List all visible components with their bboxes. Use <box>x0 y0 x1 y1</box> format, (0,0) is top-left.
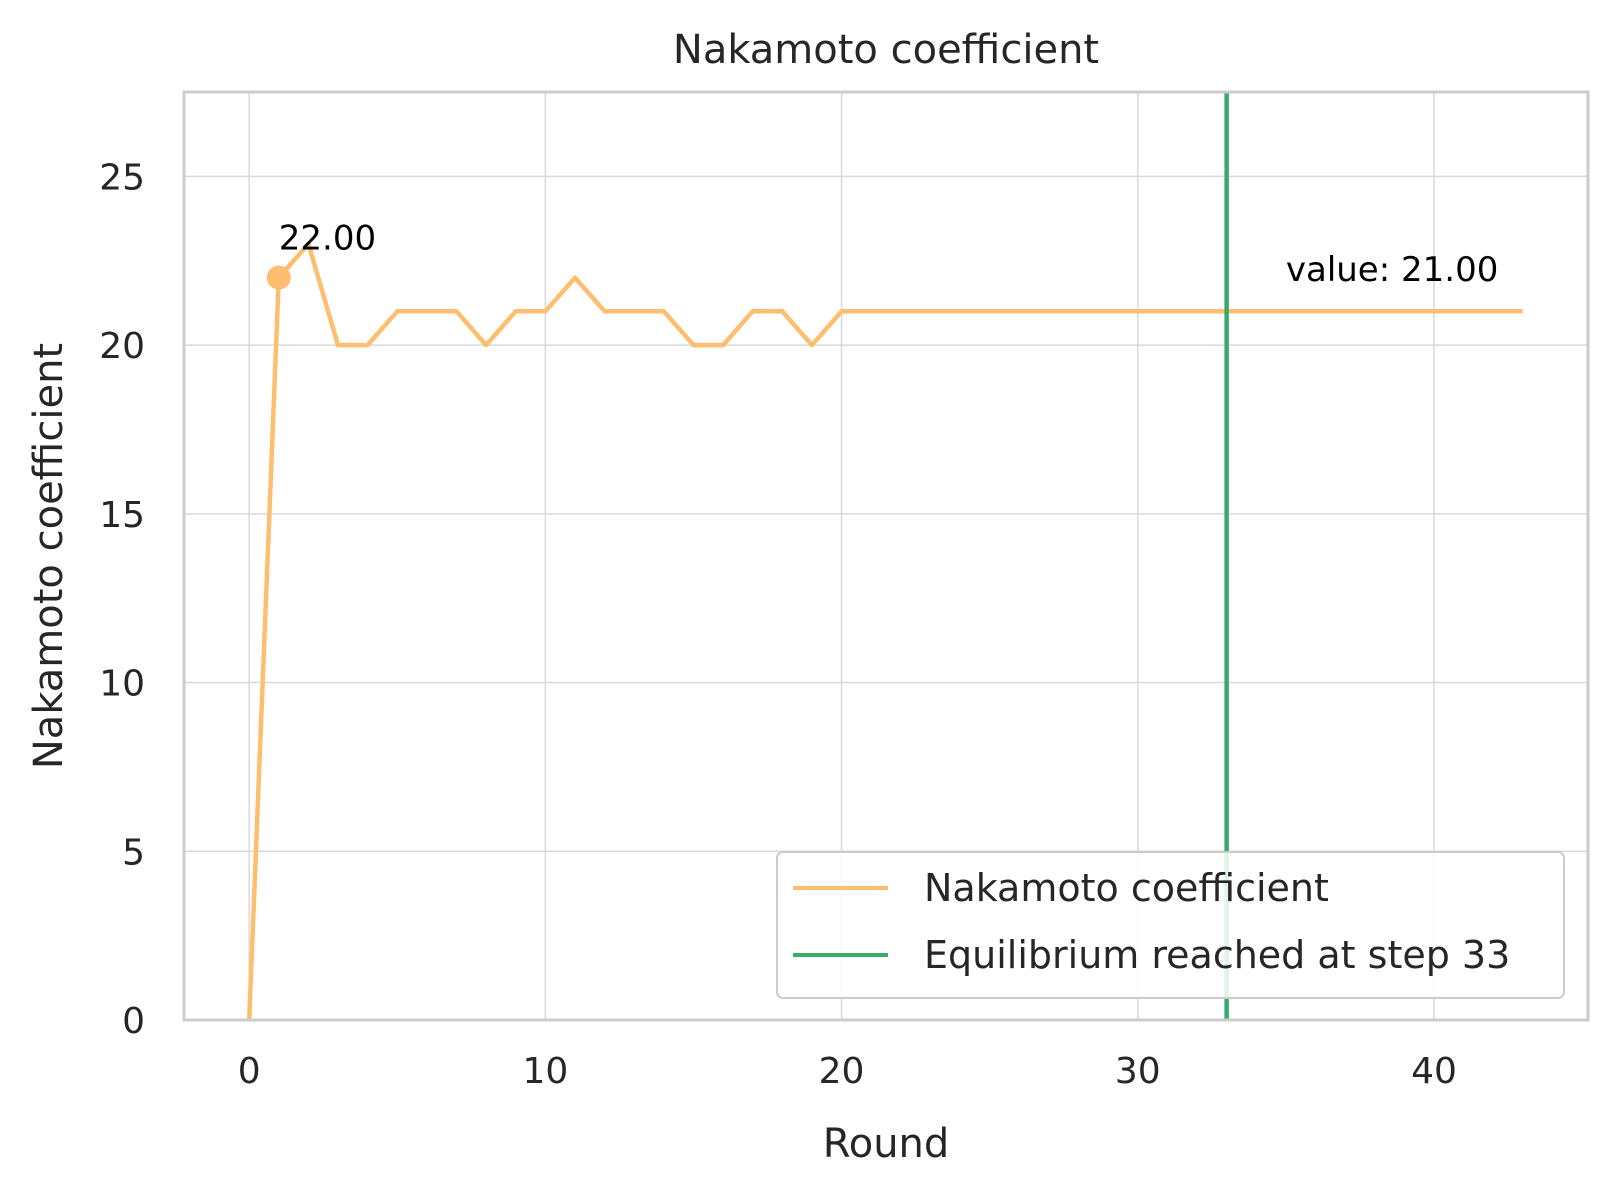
y-tick-label: 25 <box>99 157 145 198</box>
x-axis-title: Round <box>823 1121 950 1167</box>
start-marker-label: 22.00 <box>279 219 376 259</box>
end-value-annotation: value: 21.00 <box>1286 250 1498 290</box>
x-tick-label: 20 <box>819 1051 865 1092</box>
plot-frame <box>182 90 1590 1022</box>
y-tick-label: 0 <box>122 1001 145 1042</box>
x-tick-label: 30 <box>1115 1051 1161 1092</box>
nakamoto-line <box>246 241 1523 1021</box>
ticks: 0 10 20 30 40 0 5 10 15 20 25 <box>99 157 1457 1092</box>
legend: Nakamoto coefficient Equilibrium reached… <box>776 851 1565 999</box>
y-axis-title: Nakamoto coefficient <box>26 343 72 769</box>
start-marker <box>266 265 291 290</box>
x-tick-label: 40 <box>1411 1051 1457 1092</box>
y-tick-label: 10 <box>99 664 145 705</box>
y-tick-label: 20 <box>99 326 145 367</box>
chart-title: Nakamoto coefficient <box>673 27 1099 73</box>
y-tick-label: 5 <box>122 832 145 873</box>
x-tick-label: 10 <box>522 1051 568 1092</box>
legend-label-nakamoto: Nakamoto coefficient <box>924 866 1329 910</box>
x-tick-label: 0 <box>238 1051 261 1092</box>
y-tick-label: 15 <box>99 495 145 536</box>
legend-label-equilibrium: Equilibrium reached at step 33 <box>924 933 1510 977</box>
legend-box <box>776 851 1565 999</box>
